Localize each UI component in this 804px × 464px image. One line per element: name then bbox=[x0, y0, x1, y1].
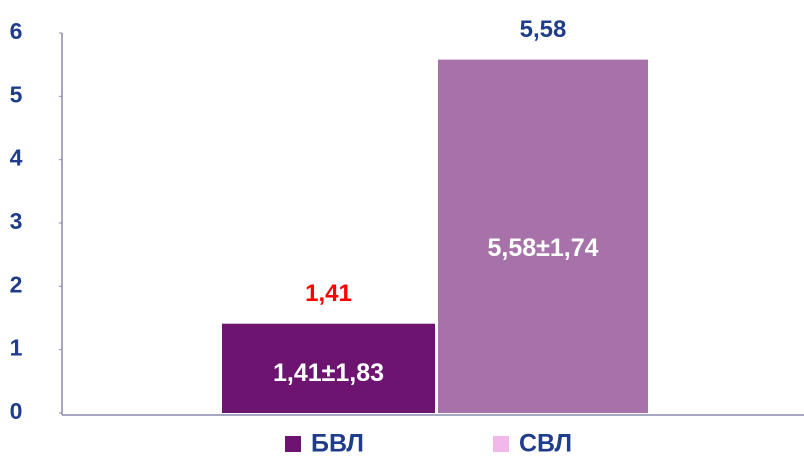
y-tick-label: 3 bbox=[10, 208, 23, 234]
inner-label: 5,58±1,74 bbox=[487, 234, 598, 262]
bar bbox=[222, 323, 435, 413]
value-label: 1,41 bbox=[305, 280, 352, 307]
legend-swatch bbox=[493, 436, 509, 452]
y-tick-label: 1 bbox=[10, 335, 23, 361]
y-tick-label: 4 bbox=[10, 145, 23, 171]
y-tick-label: 0 bbox=[10, 398, 23, 424]
legend-swatch bbox=[285, 436, 301, 452]
value-label: 5,58 bbox=[520, 16, 567, 43]
legend-label: БВЛ bbox=[311, 430, 364, 458]
y-tick-label: 6 bbox=[10, 18, 23, 44]
inner-label: 1,41±1,83 bbox=[273, 359, 384, 387]
bar bbox=[438, 59, 648, 413]
legend-label: СВЛ bbox=[519, 430, 572, 458]
y-tick-label: 5 bbox=[10, 81, 23, 107]
y-tick-label: 2 bbox=[10, 271, 23, 297]
